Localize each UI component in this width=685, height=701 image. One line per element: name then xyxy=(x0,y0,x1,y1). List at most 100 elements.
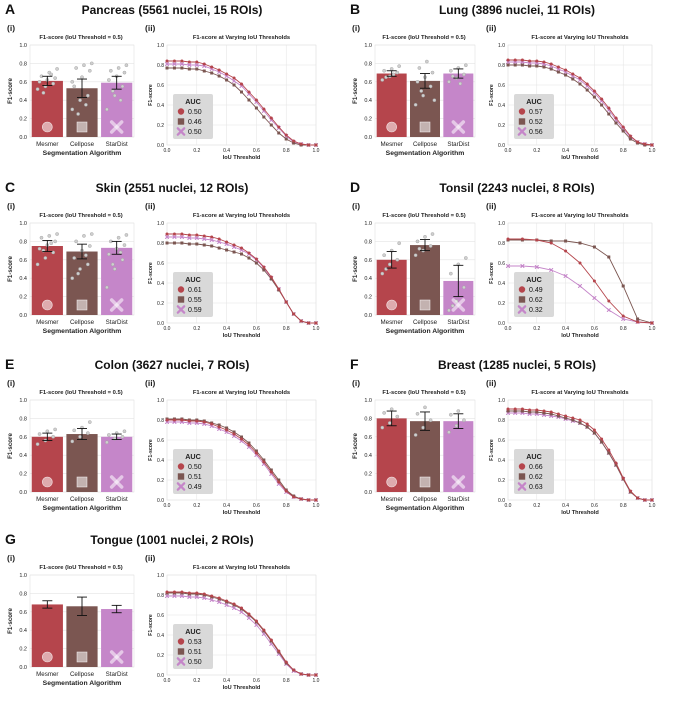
roi-point xyxy=(45,429,50,434)
series-point-stardist xyxy=(179,593,184,599)
line-xtick-label: 0.0 xyxy=(164,148,171,154)
bar-marker-square xyxy=(419,299,431,311)
series-point-cellpose xyxy=(240,252,243,256)
line-xtick-label: 0.8 xyxy=(620,148,627,154)
series-point-mesmer xyxy=(202,62,206,66)
series-point-mesmer xyxy=(217,596,221,600)
series-point-mesmer xyxy=(535,408,539,412)
line-ylabel: F1-score xyxy=(489,262,495,284)
roi-point xyxy=(425,59,429,64)
series-point-mesmer xyxy=(307,321,311,325)
bar-marker-circle xyxy=(42,121,53,133)
auc-legend-title: AUC xyxy=(526,275,542,284)
series-point-mesmer xyxy=(202,420,206,424)
auc-legend-marker-cross xyxy=(176,305,186,314)
auc-legend-value: 0.66 xyxy=(529,464,543,471)
roi-point xyxy=(82,234,86,238)
series-point-mesmer xyxy=(284,300,288,304)
series-point-mesmer xyxy=(621,125,625,129)
auc-legend-value: 0.51 xyxy=(188,474,202,481)
auc-legend-marker-square xyxy=(518,296,526,303)
roi-point xyxy=(116,66,121,70)
line-xtick-label: 0.2 xyxy=(193,678,200,684)
series-point-stardist-b xyxy=(187,235,192,241)
roi-point xyxy=(413,433,418,437)
series-point-cellpose xyxy=(607,255,611,259)
roi-point xyxy=(456,409,461,413)
panel-title: Pancreas (5561 nuclei, 15 ROIs) xyxy=(82,3,263,17)
auc-legend-marker-cross xyxy=(176,482,186,491)
line-ytick-label: 0.2 xyxy=(498,301,505,307)
bar-ylabel: F1-score xyxy=(7,608,14,634)
roi-point xyxy=(70,439,75,444)
auc-legend-value: 0.52 xyxy=(529,119,543,126)
series-point-cellpose xyxy=(600,440,604,444)
line-ytick-label: 1.0 xyxy=(498,221,505,227)
series-point-cellpose xyxy=(254,106,258,110)
bar-category-label: Mesmer xyxy=(36,496,58,503)
bar-marker-cross-b xyxy=(109,298,124,312)
roi-point xyxy=(449,68,453,73)
roi-point xyxy=(449,412,453,417)
bar-ytick-label: 0.0 xyxy=(19,490,27,496)
series-point-stardist-b xyxy=(187,594,192,600)
series-point-mesmer xyxy=(556,412,560,416)
series-point-cellpose xyxy=(217,246,221,250)
series-point-stardist-b xyxy=(164,61,170,67)
series-point-cellpose xyxy=(528,64,532,68)
series-point-stardist-b xyxy=(592,295,597,301)
series-point-cellpose xyxy=(262,268,266,272)
series-point-stardist xyxy=(534,264,539,270)
series-point-cellpose xyxy=(578,421,582,425)
series-point-mesmer xyxy=(210,65,214,69)
roi-point xyxy=(80,75,84,79)
series-point-cellpose xyxy=(240,90,243,94)
series-point-mesmer xyxy=(578,418,582,422)
series-point-stardist-b xyxy=(224,602,229,608)
line-ylabel: F1-score xyxy=(148,84,154,106)
roi-point xyxy=(110,262,115,267)
panel-d: D Tonsil (2243 nuclei, 8 ROIs) (i) F1-score… xyxy=(350,179,656,339)
auc-legend-value: 0.50 xyxy=(188,464,202,471)
series-point-mesmer xyxy=(172,590,176,594)
series-point-stardist-b xyxy=(606,307,611,313)
roi-point xyxy=(78,267,82,271)
bar-ytick-label: 0.0 xyxy=(364,313,372,319)
series-point-cellpose xyxy=(542,411,546,415)
subpanel-ii-label: (ii) xyxy=(486,201,497,211)
series-point-cellpose xyxy=(520,409,524,413)
line-ytick-label: 0.8 xyxy=(157,593,164,599)
series-point-mesmer xyxy=(528,408,532,412)
series-point-mesmer xyxy=(240,82,243,86)
series-point-cellpose xyxy=(614,121,618,125)
auc-legend: AUC 0.66 0.62 0.63 xyxy=(514,449,554,494)
series-point-stardist-b xyxy=(202,236,207,242)
bar-ytick-label: 1.0 xyxy=(364,398,372,404)
series-point-cellpose xyxy=(564,416,568,420)
series-point-cellpose xyxy=(232,83,236,87)
series-point-stardist xyxy=(172,593,177,599)
series-point-stardist-b xyxy=(239,609,244,615)
series-point-stardist xyxy=(172,234,177,240)
series-point-cellpose xyxy=(506,409,510,413)
roi-point xyxy=(72,428,76,433)
auc-legend-marker-circle xyxy=(177,638,185,645)
series-point-mesmer xyxy=(172,418,176,422)
subpanel-ii-label: (ii) xyxy=(145,378,156,388)
panel-letter: G xyxy=(5,531,16,547)
roi-point xyxy=(76,271,80,276)
series-point-mesmer xyxy=(210,422,214,426)
roi-point xyxy=(462,72,466,77)
series-point-mesmer xyxy=(528,59,532,63)
series-point-mesmer xyxy=(292,139,296,143)
bar-category-label: Mesmer xyxy=(36,319,58,326)
series-point-stardist-b xyxy=(187,62,192,68)
series-point-cellpose xyxy=(284,137,288,141)
series-point-cellpose xyxy=(506,63,510,67)
line-xtick-label: 0.6 xyxy=(253,326,260,332)
line-xtick-label: 0.4 xyxy=(223,148,230,154)
bar-category-label: StarDist xyxy=(447,141,469,148)
auc-legend-marker-cross xyxy=(517,127,527,136)
line-xtick-label: 0.0 xyxy=(164,503,171,509)
series-point-mesmer xyxy=(564,249,568,253)
